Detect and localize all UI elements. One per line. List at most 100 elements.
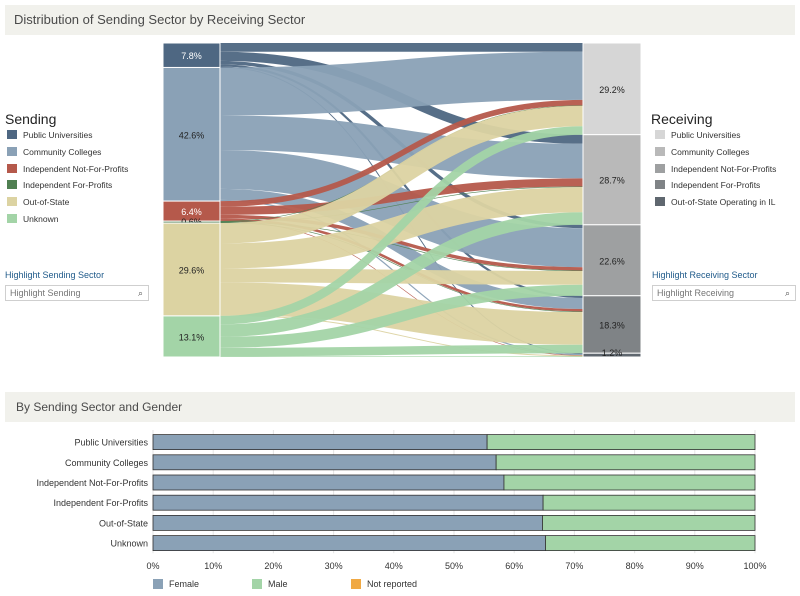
flow-unknown-to-community-colleges[interactable] — [219, 212, 584, 337]
legend-label: Independent Not-For-Profits — [23, 163, 129, 174]
sending-legend-item-community-colleges[interactable]: Community Colleges — [7, 146, 101, 158]
bar-female-unknown[interactable] — [152, 535, 546, 551]
source-pct-label: 0.6% — [181, 217, 202, 227]
legend-swatch — [655, 197, 665, 207]
legend-label: Community Colleges — [671, 146, 750, 157]
sending-legend-item-independent-not-for-profits[interactable]: Independent Not-For-Profits — [7, 163, 128, 175]
target-node-public-universities[interactable] — [582, 42, 642, 136]
sending-legend-item-out-of-state[interactable]: Out-of-State — [7, 196, 69, 208]
legend-swatch — [655, 130, 665, 139]
x-tick-label: 80% — [626, 561, 644, 571]
receiving-legend-title: Receiving — [651, 111, 713, 127]
sankey-chart[interactable]: 7.8% 42.6% 6.4%0.6% 29.6% 13.1% 29.2% 28.7% 22.… — [0, 0, 800, 380]
receiving-legend-item-community-colleges[interactable]: Community Colleges — [655, 146, 749, 158]
flow-community-colleges-to-public-universities[interactable] — [219, 51, 584, 116]
bar-male-community-colleges[interactable] — [495, 454, 756, 471]
legend-label: Independent For-Profits — [23, 180, 113, 191]
flow-out-of-state-to-out-of-state-operating-in-il[interactable] — [219, 314, 584, 357]
gender-legend-item-male[interactable]: Male — [252, 578, 288, 590]
flow-unknown-to-independent-not-for-profits[interactable] — [219, 284, 584, 348]
sending-legend-item-unknown[interactable]: Unknown — [7, 213, 58, 225]
legend-label: Independent Not-For-Profits — [671, 163, 777, 174]
legend-swatch — [655, 180, 665, 190]
legend-swatch — [655, 163, 665, 173]
bar-male-independent-not-for-profits[interactable] — [503, 474, 756, 491]
flow-community-colleges-to-independent-not-for-profits[interactable] — [219, 149, 584, 268]
target-node-independent-not-for-profits[interactable] — [582, 224, 642, 297]
target-node-out-of-state-operating-in-il[interactable] — [582, 352, 642, 358]
flow-independent-not-for-profits-to-community-colleges[interactable] — [219, 178, 584, 215]
bar-male-unknown[interactable] — [545, 535, 756, 551]
sending-legend-title: Sending — [5, 111, 57, 127]
receiving-legend-item-public-universities[interactable]: Public Universities — [655, 129, 740, 141]
source-pct-label: 6.4% — [181, 207, 202, 217]
legend-label: Female — [169, 579, 200, 589]
sending-legend-item-independent-for-profits[interactable]: Independent For-Profits — [7, 179, 112, 191]
x-tick-label: 10% — [204, 561, 222, 571]
source-pct-label: 13.1% — [179, 332, 205, 342]
highlight-receiving-label: Highlight Receiving Sector — [652, 270, 758, 280]
category-label: Independent For-Profits — [53, 498, 148, 508]
source-node-unknown[interactable] — [162, 315, 221, 358]
target-node-community-colleges[interactable] — [582, 134, 642, 226]
source-node-public-universities[interactable] — [162, 42, 221, 68]
target-node-independent-for-profits[interactable] — [582, 295, 642, 354]
source-node-community-colleges[interactable] — [162, 66, 221, 202]
legend-label: Out-of-State — [23, 197, 70, 208]
target-pct-label: 29.2% — [599, 85, 625, 95]
source-node-out-of-state[interactable] — [162, 222, 221, 317]
flow-unknown-to-independent-for-profits[interactable] — [219, 344, 584, 357]
highlight-sending-label: Highlight Sending Sector — [5, 270, 105, 280]
flow-independent-not-for-profits-to-public-universities[interactable] — [219, 99, 584, 207]
gender-bar-chart[interactable]: 0% 10% 20% 30% 40% 50% 60% 70% 80% 90% 100% Public … — [0, 425, 800, 595]
sankey-source-nodes: 7.8% 42.6% 6.4%0.6% 29.6% 13.1% — [162, 42, 221, 358]
bar-male-out-of-state[interactable] — [542, 515, 756, 531]
flow-community-colleges-to-community-colleges[interactable] — [219, 115, 584, 179]
category-label: Unknown — [110, 539, 148, 549]
highlight-sending-input[interactable] — [5, 285, 149, 301]
legend-swatch — [351, 579, 361, 589]
source-pct-label: 7.8% — [181, 51, 202, 61]
gender-legend-item-not-reported[interactable]: Not reported — [351, 578, 417, 590]
bar-female-independent-not-for-profits[interactable] — [152, 474, 505, 491]
bar-male-public-universities[interactable] — [486, 434, 756, 451]
flow-out-of-state-to-public-universities[interactable] — [219, 105, 584, 244]
legend-label: Male — [268, 579, 288, 589]
receiving-legend-item-independent-for-profits[interactable]: Independent For-Profits — [655, 179, 760, 191]
highlight-receiving-input[interactable] — [652, 285, 796, 301]
legend-swatch — [655, 146, 665, 156]
bar-female-out-of-state[interactable] — [152, 515, 543, 531]
x-tick-label: 40% — [385, 561, 403, 571]
gender-legend-item-female[interactable]: Female — [153, 578, 199, 590]
receiving-legend-item-independent-not-for-profits[interactable]: Independent Not-For-Profits — [655, 163, 776, 175]
sankey-target-nodes: 29.2% 28.7% 22.6% 18.3% 1.2% — [582, 42, 642, 358]
x-tick-label: 70% — [565, 561, 583, 571]
legend-swatch — [7, 130, 17, 139]
target-pct-label: 22.6% — [599, 256, 625, 266]
legend-label: Independent For-Profits — [671, 180, 761, 191]
legend-label: Not reported — [367, 579, 418, 589]
legend-swatch — [7, 197, 17, 207]
legend-swatch — [153, 579, 163, 589]
search-icon[interactable]: ⌕ — [138, 288, 144, 298]
sending-legend-item-public-universities[interactable]: Public Universities — [7, 129, 92, 141]
x-tick-label: 30% — [325, 561, 343, 571]
bar-male-independent-for-profits[interactable] — [542, 494, 756, 511]
legend-label: Public Universities — [23, 130, 93, 140]
bar-female-community-colleges[interactable] — [152, 454, 497, 471]
bar-female-independent-for-profits[interactable] — [152, 494, 544, 511]
legend-label: Community Colleges — [23, 146, 102, 157]
flow-unknown-to-public-universities[interactable] — [219, 126, 584, 325]
category-label: Public Universities — [74, 438, 148, 448]
sankey-flows — [219, 42, 584, 358]
x-tick-label: 0% — [146, 561, 159, 571]
sankey-title-bar: Distribution of Sending Sector by Receiv… — [5, 5, 795, 35]
x-gridlines — [152, 430, 756, 554]
bar-female-public-universities[interactable] — [152, 434, 488, 451]
source-pct-label: 29.6% — [179, 265, 205, 275]
source-pct-label: 42.6% — [179, 130, 205, 140]
category-label: Out-of-State — [99, 518, 148, 528]
receiving-legend-item-out-of-state-operating-in-il[interactable]: Out-of-State Operating in IL — [655, 196, 775, 208]
search-icon[interactable]: ⌕ — [785, 288, 791, 298]
legend-swatch — [252, 579, 262, 589]
